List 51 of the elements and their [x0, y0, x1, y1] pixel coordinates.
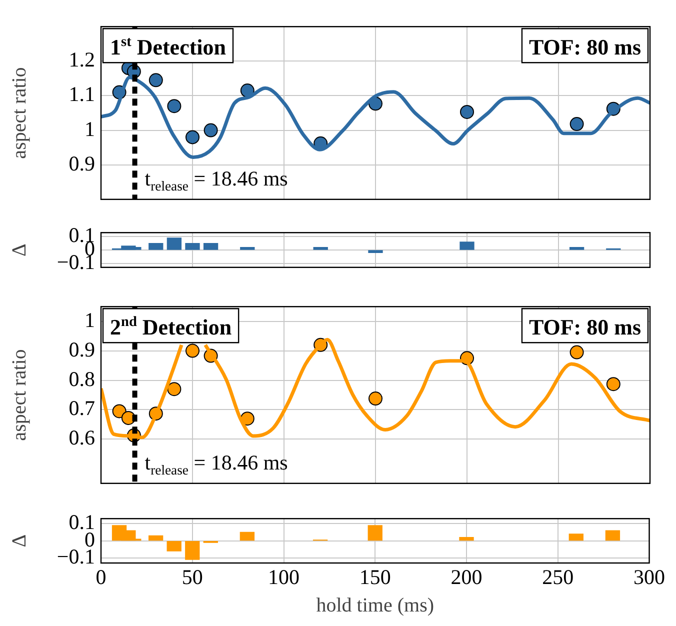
- bar: [185, 242, 200, 250]
- bar: [240, 246, 255, 250]
- bar: [605, 530, 620, 541]
- bar: [459, 537, 474, 541]
- x-tick-label: 200: [450, 565, 482, 590]
- y-axis-title: aspect ratio: [8, 67, 30, 159]
- y-axis-title: Δ: [8, 534, 30, 548]
- annotation: TOF: 80 ms: [528, 314, 642, 340]
- point: [186, 344, 200, 358]
- y-tick-label: 1: [84, 308, 95, 332]
- bar: [166, 540, 182, 552]
- y-tick-label: 0.9: [68, 337, 95, 362]
- bar: [148, 242, 164, 250]
- y-tick-label: 1.2: [68, 48, 95, 72]
- bar: [240, 532, 255, 541]
- bar: [569, 246, 584, 250]
- y-tick-label: 1: [84, 116, 95, 141]
- point: [570, 117, 584, 132]
- x-tick-label: 100: [268, 565, 300, 590]
- bar: [185, 540, 200, 560]
- point: [112, 404, 126, 418]
- annotation: TOF: 80 ms: [528, 34, 642, 60]
- point: [460, 104, 474, 119]
- bar: [368, 250, 383, 254]
- point: [167, 382, 182, 396]
- y-axis-title: Δ: [8, 243, 30, 256]
- point: [167, 99, 182, 114]
- point: [186, 130, 200, 144]
- point: [204, 123, 218, 138]
- y-tick-label: 0.9: [68, 151, 95, 176]
- point: [148, 73, 163, 88]
- point: [606, 377, 620, 392]
- x-axis-title: hold time (ms): [316, 594, 434, 616]
- point: [368, 392, 382, 406]
- y-axis-title: aspect ratio: [8, 349, 30, 441]
- bar: [166, 238, 182, 250]
- y-tick-label: 0.8: [68, 366, 95, 391]
- y-tick-label: 0.6: [68, 426, 95, 450]
- bar: [568, 534, 584, 541]
- bar: [313, 246, 328, 250]
- x-tick-label: 50: [182, 565, 203, 590]
- bar: [368, 525, 382, 541]
- bar: [148, 535, 164, 541]
- bar: [203, 242, 218, 250]
- x-tick-label: 250: [542, 565, 574, 590]
- point: [570, 345, 584, 360]
- x-tick-label: 150: [359, 565, 391, 590]
- x-tick-label: 300: [634, 565, 665, 590]
- y-tick-label: 1.1: [68, 82, 95, 106]
- y-tick-label: 0.7: [68, 396, 95, 420]
- bar: [460, 242, 474, 250]
